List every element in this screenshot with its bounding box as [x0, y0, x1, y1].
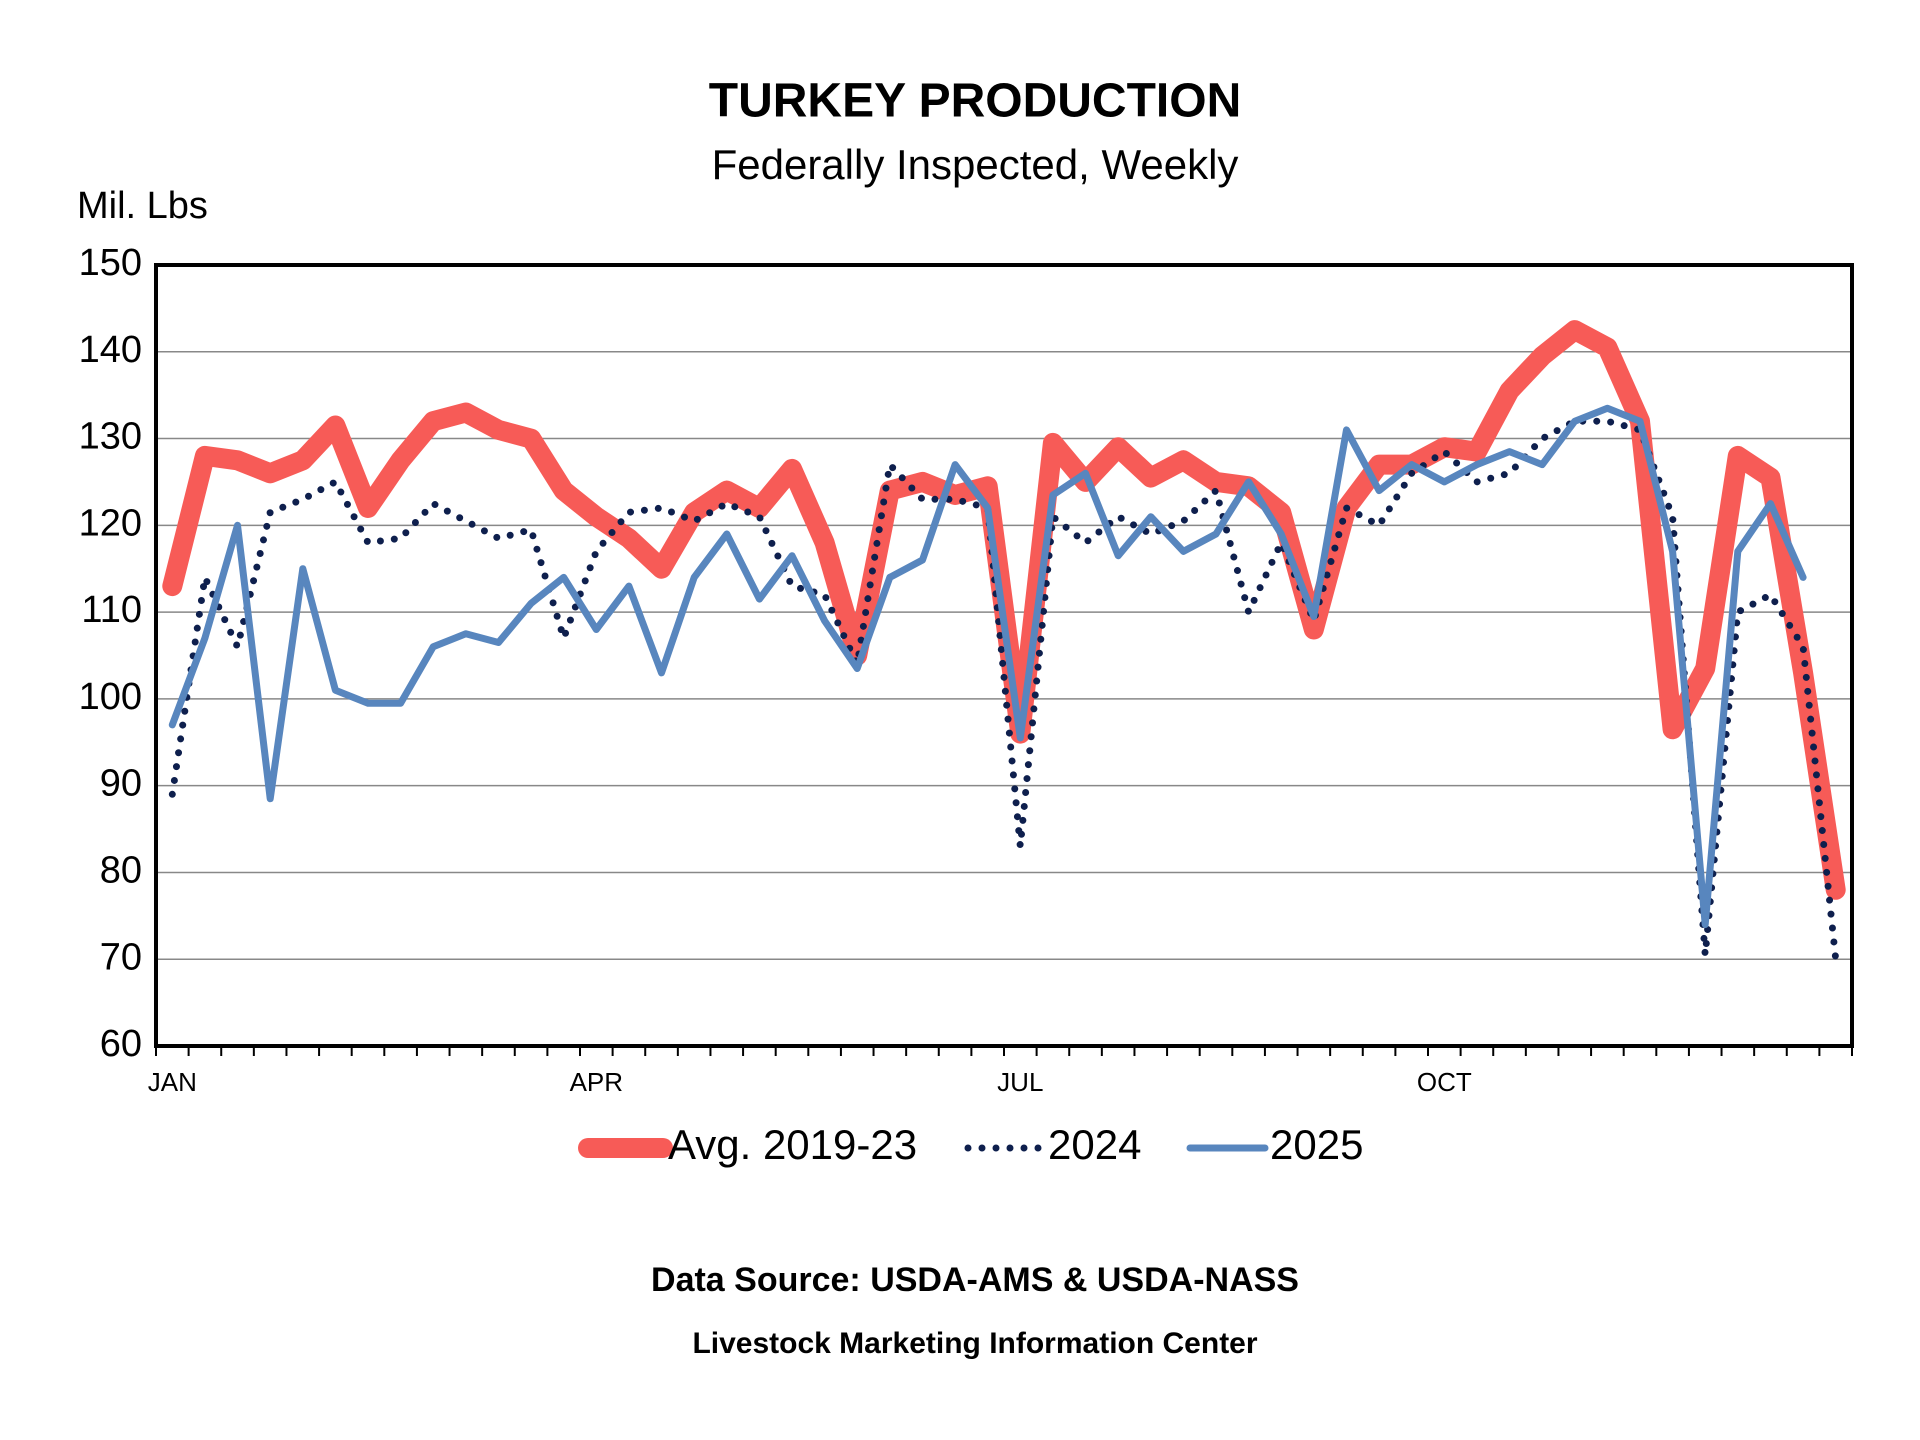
chart-title: TURKEY PRODUCTION — [709, 75, 1241, 128]
y-tick-label: 80 — [100, 849, 142, 891]
y-tick-label: 100 — [79, 676, 142, 718]
x-tick-label: OCT — [1417, 1067, 1472, 1097]
y-tick-label: 150 — [79, 242, 142, 284]
y-tick-label: 110 — [81, 589, 142, 631]
x-tick-label: APR — [570, 1067, 623, 1097]
plot-frame — [154, 263, 1854, 1048]
series-line — [168, 404, 1807, 928]
credit: Livestock Marketing Information Center — [692, 1327, 1257, 1360]
y-tick-label: 90 — [100, 763, 142, 805]
y-tick-label: 120 — [79, 502, 142, 544]
chart-subtitle: Federally Inspected, Weekly — [712, 141, 1239, 188]
y-tick-label: 130 — [79, 416, 142, 458]
legend-label: 2025 — [1270, 1121, 1363, 1168]
y-tick-label: 140 — [79, 329, 142, 371]
series-line — [168, 417, 1840, 963]
legend-label: Avg. 2019-23 — [668, 1121, 917, 1168]
x-tick-label: JUL — [997, 1067, 1043, 1097]
y-tick-label: 70 — [100, 936, 142, 978]
y-tick-label: 60 — [100, 1023, 142, 1065]
y-axis-label: Mil. Lbs — [77, 185, 208, 227]
source: Data Source: USDA-AMS & USDA-NASS — [651, 1261, 1299, 1299]
legend-label: 2024 — [1048, 1121, 1141, 1168]
x-tick-label: JAN — [148, 1067, 197, 1097]
